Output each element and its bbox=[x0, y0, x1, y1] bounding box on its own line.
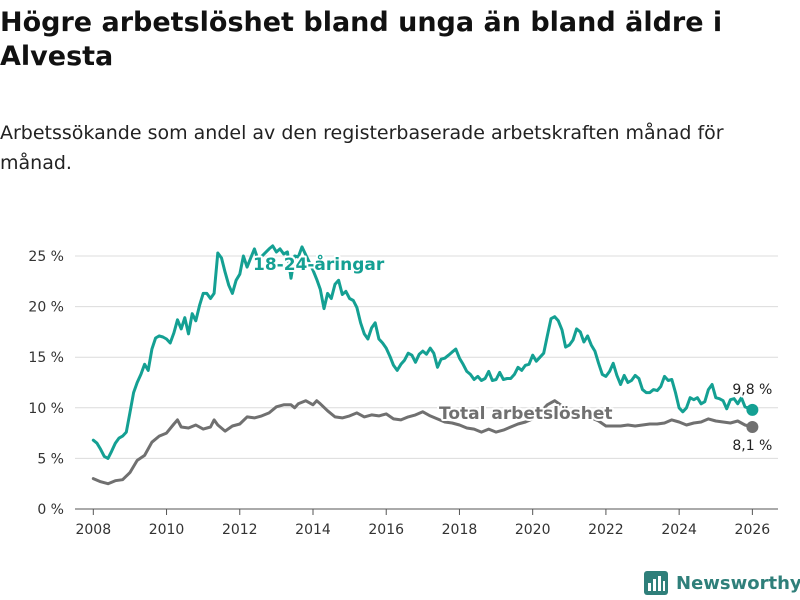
end-label-total-halo: 8,1 % bbox=[732, 438, 772, 454]
x-tick-label: 2022 bbox=[588, 522, 624, 538]
x-tick-label: 2008 bbox=[75, 522, 111, 538]
y-tick-label: 15 % bbox=[28, 350, 64, 366]
bar-chart-logo-icon bbox=[644, 571, 668, 595]
x-tick-label: 2018 bbox=[442, 522, 478, 538]
brand-name: Newsworthy bbox=[676, 572, 800, 594]
x-axis: 2008 2010 2012 2014 2016 2018 2020 2022 2024 2026 bbox=[75, 509, 770, 538]
series-label-youth: 18-24-åringar bbox=[253, 253, 385, 275]
grid-lines bbox=[75, 255, 778, 510]
annotations: 9,8 %9,8 %8,1 %8,1 %18-24-åringar18-24-å… bbox=[251, 251, 774, 456]
series-label-total-halo: Total arbetslöshet bbox=[439, 404, 613, 424]
series-lines bbox=[91, 244, 754, 486]
page-title: Högre arbetslöshet bland unga än bland ä… bbox=[0, 7, 723, 72]
x-tick-label: 2016 bbox=[368, 522, 404, 538]
y-tick-label: 10 % bbox=[28, 401, 64, 417]
x-tick-label: 2010 bbox=[149, 522, 185, 538]
end-label-youth-halo: 9,8 % bbox=[732, 382, 772, 398]
x-tick-label: 2026 bbox=[735, 522, 771, 538]
x-tick-label: 2020 bbox=[515, 522, 551, 538]
y-tick-label: 0 % bbox=[37, 502, 64, 518]
y-tick-label: 25 % bbox=[28, 249, 64, 265]
endpoint-marker-total bbox=[746, 421, 759, 434]
x-tick-label: 2014 bbox=[295, 522, 331, 538]
x-tick-label: 2024 bbox=[661, 522, 697, 538]
x-tick-label: 2012 bbox=[222, 522, 258, 538]
end-label-youth: 9,8 % bbox=[732, 382, 772, 398]
series-line-youth bbox=[91, 244, 754, 460]
series-label-youth-halo: 18-24-åringar bbox=[253, 253, 385, 275]
y-axis-ticks: 0 % 5 % 10 % 15 % 20 % 25 % bbox=[28, 249, 64, 518]
brand-logo: Newsworthy bbox=[644, 568, 800, 598]
end-label-total: 8,1 % bbox=[732, 438, 772, 454]
chart-subtitle: Arbetssökande som andel av den registerb… bbox=[0, 122, 724, 174]
endpoint-marker-youth bbox=[746, 403, 759, 416]
y-tick-label: 5 % bbox=[37, 451, 64, 467]
series-label-total: Total arbetslöshet bbox=[439, 404, 613, 424]
y-tick-label: 20 % bbox=[28, 300, 64, 316]
series-line-total bbox=[91, 399, 754, 486]
